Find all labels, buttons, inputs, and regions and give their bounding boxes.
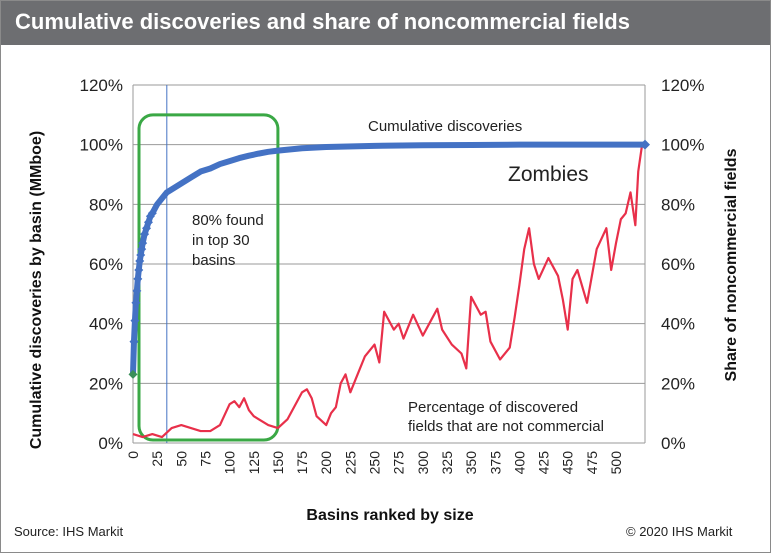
x-tick-75: 75 bbox=[197, 451, 213, 467]
cumulative-point-8 bbox=[136, 250, 146, 260]
cumulative-point-6 bbox=[134, 265, 144, 275]
x-tick-325: 325 bbox=[439, 451, 455, 475]
x-tick-25: 25 bbox=[149, 451, 165, 467]
cumulative-point-7 bbox=[135, 256, 145, 266]
zombies-label: Zombies bbox=[508, 163, 589, 186]
y-axis-title-right: Share of noncommercial fields bbox=[723, 148, 740, 381]
x-axis-title: Basins ranked by size bbox=[306, 507, 473, 524]
y-tick-right-80: 80% bbox=[661, 195, 695, 214]
x-tick-225: 225 bbox=[342, 451, 358, 475]
cumulative-point-15 bbox=[147, 208, 157, 218]
box-note-line-2: basins bbox=[192, 252, 235, 269]
box-note-line-1: in top 30 bbox=[192, 232, 250, 249]
y-tick-left-60: 60% bbox=[89, 255, 123, 274]
y-axis-title-left: Cumulative discoveries by basin (MMboe) bbox=[28, 131, 45, 449]
series-line-noncommercial bbox=[132, 143, 645, 439]
box-note-line-0: 80% found bbox=[192, 212, 264, 229]
x-tick-350: 350 bbox=[463, 451, 479, 475]
x-tick-175: 175 bbox=[294, 451, 310, 475]
x-tick-400: 400 bbox=[511, 451, 527, 475]
y-tick-right-100: 100% bbox=[661, 136, 704, 155]
y-tick-left-40: 40% bbox=[89, 315, 123, 334]
y-tick-right-0: 0% bbox=[661, 434, 686, 453]
y-tick-left-120: 120% bbox=[80, 76, 123, 95]
y-tick-left-80: 80% bbox=[89, 195, 123, 214]
cumulative-point-2 bbox=[130, 316, 140, 326]
y-tick-left-20: 20% bbox=[89, 374, 123, 393]
series-line-cumulative bbox=[130, 141, 648, 378]
cumulative-point-1 bbox=[129, 337, 139, 347]
y-tick-right-120: 120% bbox=[661, 76, 704, 95]
x-tick-425: 425 bbox=[536, 451, 552, 475]
x-tick-150: 150 bbox=[270, 451, 286, 475]
cumulative-point-10 bbox=[138, 238, 148, 248]
source-note: Source: IHS Markit bbox=[14, 524, 124, 539]
cumulative-point-4 bbox=[132, 286, 142, 296]
noncommercial-note-line-0: Percentage of discovered bbox=[408, 399, 578, 416]
title-bar: Cumulative discoveries and share of nonc… bbox=[1, 1, 770, 45]
x-tick-500: 500 bbox=[608, 451, 624, 475]
y-tick-right-60: 60% bbox=[661, 255, 695, 274]
cumulative-point-3 bbox=[131, 298, 141, 308]
x-tick-250: 250 bbox=[367, 451, 383, 475]
cumulative-point-9 bbox=[137, 244, 147, 254]
x-tick-125: 125 bbox=[246, 451, 262, 475]
y-tick-left-0: 0% bbox=[98, 434, 123, 453]
y-tick-left-100: 100% bbox=[80, 136, 123, 155]
cumulative-label: Cumulative discoveries bbox=[368, 118, 522, 135]
cumulative-end-point bbox=[640, 139, 650, 150]
noncommercial-note-line-1: fields that are not commercial bbox=[408, 418, 604, 435]
y-tick-right-40: 40% bbox=[661, 315, 695, 334]
x-tick-475: 475 bbox=[584, 451, 600, 475]
top-basins-highlight-box bbox=[137, 113, 280, 442]
chart-title: Cumulative discoveries and share of nonc… bbox=[15, 9, 630, 34]
x-tick-100: 100 bbox=[222, 451, 238, 475]
copyright-note: © 2020 IHS Markit bbox=[626, 524, 733, 539]
cumulative-point-0 bbox=[128, 369, 138, 379]
y-tick-right-20: 20% bbox=[661, 374, 695, 393]
cumulative-point-5 bbox=[133, 274, 143, 284]
x-tick-0: 0 bbox=[125, 451, 141, 459]
x-tick-450: 450 bbox=[560, 451, 576, 475]
x-tick-50: 50 bbox=[173, 451, 189, 467]
x-tick-200: 200 bbox=[318, 451, 334, 475]
x-tick-300: 300 bbox=[415, 451, 431, 475]
x-tick-375: 375 bbox=[487, 451, 503, 475]
x-tick-275: 275 bbox=[391, 451, 407, 475]
